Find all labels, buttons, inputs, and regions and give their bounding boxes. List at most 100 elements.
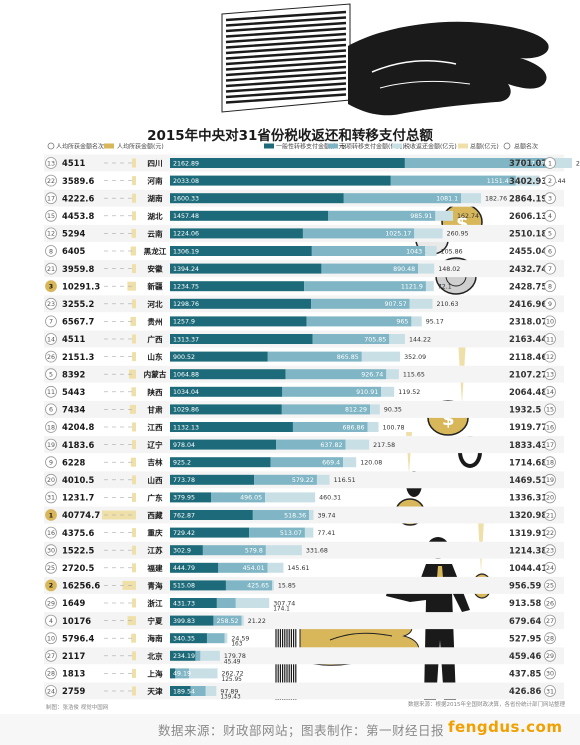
special-transfer-bar bbox=[292, 422, 368, 432]
per-capita-value: 10176 bbox=[62, 616, 91, 626]
special-transfer-bar bbox=[267, 351, 362, 362]
brand-watermark: fengdus.com bbox=[448, 718, 563, 736]
per-capita-rank-badge bbox=[45, 209, 57, 222]
total-rank: 31 bbox=[546, 688, 554, 695]
total-value: 459.46 bbox=[509, 651, 541, 661]
per-capita-rank: 30 bbox=[47, 548, 55, 555]
per-capita-rank-badge bbox=[45, 456, 57, 469]
total-rank-badge bbox=[544, 333, 556, 345]
special-value-label: 1081.1 bbox=[436, 196, 458, 203]
total-rank: 8 bbox=[548, 284, 552, 291]
legend-label: 专项转移支付金额(亿元) bbox=[340, 143, 405, 151]
special-value-label: 865.85 bbox=[337, 354, 359, 361]
tax-rebate-bar bbox=[265, 492, 316, 503]
total-rank: 1 bbox=[548, 160, 552, 167]
special-value-label: 1317.29 bbox=[519, 160, 545, 167]
general-value-label: 340.35 bbox=[173, 636, 195, 643]
total-value: 956.59 bbox=[509, 581, 541, 591]
special-transfer-bar bbox=[312, 334, 390, 344]
per-capita-rank-badge bbox=[45, 685, 57, 697]
per-capita-rank-badge bbox=[45, 509, 57, 521]
total-rank-badge bbox=[544, 544, 556, 557]
rebate-value-label: 100.78 bbox=[382, 424, 404, 431]
general-transfer-bar bbox=[170, 351, 268, 362]
total-value: 426.86 bbox=[509, 686, 541, 696]
province-label: 江苏 bbox=[147, 545, 163, 555]
province-label: 辽宁 bbox=[147, 440, 163, 450]
general-value-label: 1306.19 bbox=[173, 248, 199, 255]
per-capita-value: 2759 bbox=[62, 686, 85, 696]
province-label: 宁夏 bbox=[147, 616, 163, 626]
per-capita-value: 4183.6 bbox=[62, 440, 94, 450]
general-value-label: 49.19 bbox=[173, 671, 191, 678]
special-transfer-bar bbox=[390, 175, 516, 186]
total-rank: 30 bbox=[546, 671, 554, 678]
per-capita-rank: 1 bbox=[49, 512, 53, 519]
per-capita-rank: 26 bbox=[47, 354, 55, 361]
per-capita-value: 5294 bbox=[62, 229, 85, 239]
province-label: 上海 bbox=[147, 668, 163, 678]
total-value: 2510.18 bbox=[509, 229, 547, 239]
per-capita-rank-badge bbox=[45, 297, 57, 310]
per-capita-rank: 31 bbox=[47, 495, 55, 502]
total-rank-badge bbox=[544, 632, 556, 645]
stripe bbox=[225, 10, 347, 22]
special-value-label: 513.07 bbox=[280, 530, 302, 537]
tax-rebate-bar bbox=[386, 369, 399, 380]
per-capita-bar bbox=[132, 475, 136, 485]
total-value: 1833.43 bbox=[509, 440, 547, 450]
general-value-label: 1132.13 bbox=[173, 424, 199, 431]
per-capita-value: 2117 bbox=[62, 651, 85, 661]
per-capita-rank-badge bbox=[45, 368, 57, 381]
per-capita-rank: 16 bbox=[47, 530, 55, 537]
per-capita-rank: 8 bbox=[49, 248, 53, 255]
per-capita-rank-badge bbox=[45, 526, 57, 539]
total-rank-badge bbox=[544, 350, 556, 363]
general-value-label: 1457.48 bbox=[173, 213, 199, 220]
rebate-value-label: 220.9 bbox=[576, 160, 580, 167]
rebate-value-label: 77.41 bbox=[317, 530, 335, 537]
source-note: 数据来源：根据2015年全国财政决算，各省份统计部门网站整理 bbox=[408, 702, 565, 708]
rebate-value-label: 144.22 bbox=[409, 336, 431, 343]
special-value-label: 258.52 bbox=[216, 618, 238, 625]
special-transfer-bar bbox=[225, 580, 273, 591]
total-value: 679.64 bbox=[509, 616, 541, 626]
general-value-label: 2162.89 bbox=[173, 160, 199, 167]
total-value: 2416.96 bbox=[509, 299, 547, 309]
special-transfer-bar bbox=[218, 562, 268, 573]
special-transfer-bar bbox=[285, 369, 387, 380]
total-rank-badge bbox=[544, 280, 556, 293]
hand-icon bbox=[348, 21, 549, 116]
total-rank-badge bbox=[544, 649, 556, 662]
per-capita-rank: 15 bbox=[47, 213, 55, 220]
general-value-label: 379.95 bbox=[173, 495, 195, 502]
total-value: 3402.93 bbox=[509, 176, 547, 186]
per-capita-value: 6405 bbox=[62, 246, 85, 256]
special-transfer-bar bbox=[254, 474, 317, 485]
stripe bbox=[225, 49, 347, 60]
general-value-label: 431.73 bbox=[173, 600, 195, 607]
tax-rebate-bar bbox=[367, 422, 379, 432]
tax-rebate-bar bbox=[200, 650, 220, 661]
per-capita-value: 4204.8 bbox=[62, 422, 94, 432]
general-transfer-bar bbox=[170, 422, 293, 432]
rebate-value-label: 39.74 bbox=[317, 512, 335, 519]
rebate-value-label: 148.02 bbox=[438, 266, 460, 273]
total-rank-badge bbox=[544, 438, 556, 451]
general-value-label: 2033.08 bbox=[173, 178, 199, 185]
tax-rebate-bar bbox=[361, 351, 401, 362]
total-rank: 20 bbox=[546, 495, 554, 502]
legend-label: 人均所获金额名次 bbox=[56, 143, 104, 151]
special-value-label: 579.22 bbox=[292, 477, 314, 484]
per-capita-value: 2151.3 bbox=[62, 352, 94, 362]
general-value-label: 925.2 bbox=[173, 460, 191, 467]
rebate-value-label: 262.72 bbox=[222, 671, 244, 678]
special-value-label: 579.8 bbox=[245, 548, 263, 555]
tax-rebate-bar bbox=[309, 510, 314, 520]
general-value-label: 515.08 bbox=[173, 583, 195, 590]
rebate-value-label: 179.78 bbox=[224, 653, 246, 660]
rebate-value-label: 120.08 bbox=[360, 460, 382, 467]
